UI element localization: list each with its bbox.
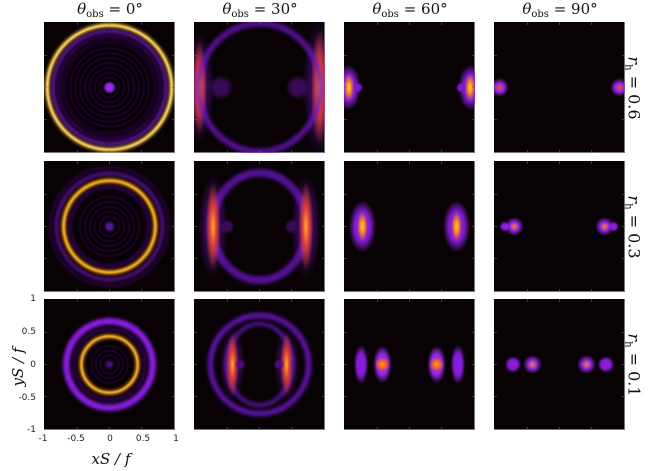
y-tick-1: 1 [30,294,36,304]
intensity-map [494,161,625,292]
row-label-2: rh = 0.1 [622,332,644,397]
column-title-3: θobs = 90° [522,0,598,20]
heatmap-panel-r2-c2 [344,299,475,430]
heatmap-panel-r2-c1 [194,299,325,430]
intensity-map [344,161,475,292]
intensity-map [194,22,325,153]
heatmap-panel-r2-c0 [44,299,175,430]
x-axis-label: xS / f [91,450,131,468]
intensity-map [494,22,625,153]
y-tick-0: 0 [30,360,36,370]
x-tick-neg0.5: -0.5 [67,434,85,444]
intensity-map [44,299,175,430]
column-title-2: θobs = 60° [372,0,448,20]
heatmap-panel-r0-c2 [344,22,475,153]
y-tick-neg1: -1 [27,425,36,435]
y-tick-0.5: 0.5 [21,327,36,337]
heatmap-panel-r1-c1 [194,161,325,292]
intensity-map [194,161,325,292]
heatmap-panel-r0-c1 [194,22,325,153]
intensity-map [344,22,475,153]
intensity-map [44,161,175,292]
x-tick-neg1: -1 [38,434,48,444]
row-label-1: rh = 0.3 [622,194,644,259]
intensity-map [44,22,175,153]
heatmap-panel-r1-c0 [44,161,175,292]
x-tick-1: 1 [173,434,179,444]
column-title-1: θobs = 30° [222,0,298,20]
y-tick-neg0.5: -0.5 [18,393,36,403]
heatmap-panel-r2-c3 [494,299,625,430]
x-tick-0: 0 [107,434,113,444]
intensity-map [194,299,325,430]
y-axis-label: yS / f [9,347,27,387]
x-tick-0.5: 0.5 [135,434,151,444]
heatmap-panel-r1-c2 [344,161,475,292]
intensity-map [494,299,625,430]
intensity-map [344,299,475,430]
heatmap-panel-r1-c3 [494,161,625,292]
heatmap-panel-r0-c0 [44,22,175,153]
column-title-0: θobs = 0° [77,0,143,20]
heatmap-panel-r0-c3 [494,22,625,153]
row-label-0: rh = 0.6 [622,55,644,120]
